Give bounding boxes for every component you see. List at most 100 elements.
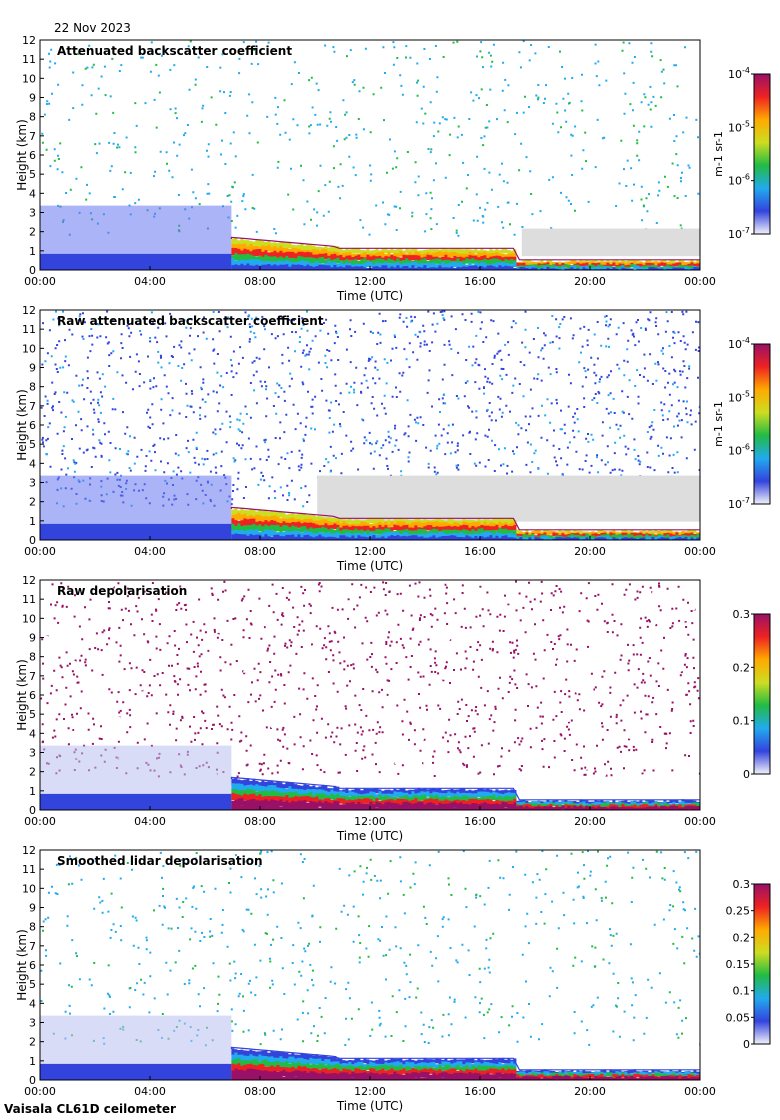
x-tick-label: 08:00 [244, 1085, 276, 1098]
x-tick-label: 20:00 [574, 275, 606, 288]
y-tick-label: 1 [29, 515, 36, 528]
x-tick-label: 20:00 [574, 815, 606, 828]
y-tick-label: 10 [22, 72, 36, 85]
y-tick-label: 11 [22, 53, 36, 66]
x-tick-label: 16:00 [464, 545, 496, 558]
y-tick-label: 7 [29, 400, 36, 413]
y-tick-label: 2 [29, 1036, 36, 1049]
x-tick-label: 12:00 [354, 1085, 386, 1098]
y-tick-label: 5 [29, 708, 36, 721]
y-tick-label: 12 [22, 34, 36, 47]
boundary-layer-band [231, 529, 700, 540]
y-tick-label: 0 [29, 1074, 36, 1087]
y-axis-label: Height (km) [15, 929, 29, 1000]
boundary-layer-band [231, 523, 700, 540]
boundary-layer-band [231, 1073, 700, 1080]
x-tick-label: 00:00 [684, 1085, 716, 1098]
y-tick-label: 3 [29, 477, 36, 490]
y-tick-label: 9 [29, 632, 36, 645]
x-tick-label: 08:00 [244, 545, 276, 558]
y-tick-label: 7 [29, 940, 36, 953]
colorbar-tick-label: 0.15 [726, 958, 751, 971]
y-tick-label: 2 [29, 496, 36, 509]
x-tick-label: 16:00 [464, 275, 496, 288]
colorbar-ramp [753, 343, 771, 505]
x-tick-label: 12:00 [354, 545, 386, 558]
boundary-layer-top [230, 1046, 700, 1071]
y-tick-label: 10 [22, 342, 36, 355]
boundary-layer-band [231, 1063, 700, 1080]
colorbar-tick-label: 0 [743, 1038, 750, 1051]
boundary-layer-band [231, 533, 700, 540]
colorbar-label: m-1 sr-1 [712, 401, 725, 447]
y-tick-label: 12 [22, 574, 36, 587]
colorbar-ramp [753, 73, 771, 235]
colorbar-tick-label: 0.05 [726, 1011, 751, 1024]
y-tick-label: 12 [22, 844, 36, 857]
y-tick-label: 12 [22, 304, 36, 317]
x-tick-label: 00:00 [684, 545, 716, 558]
y-tick-label: 7 [29, 670, 36, 683]
x-axis-label: Time (UTC) [336, 829, 403, 843]
y-tick-label: 8 [29, 651, 36, 664]
no-signal-region [317, 475, 700, 522]
colorbar-tick-label: 0.3 [733, 878, 751, 891]
x-tick-label: 16:00 [464, 1085, 496, 1098]
y-tick-label: 0 [29, 534, 36, 547]
y-tick-label: 0 [29, 264, 36, 277]
boundary-layer-band [231, 792, 700, 810]
surface-layer [40, 793, 232, 810]
x-tick-label: 20:00 [574, 545, 606, 558]
y-tick-label: 3 [29, 1017, 36, 1030]
heatmap-field [40, 40, 700, 270]
boundary-layer-band [231, 1058, 700, 1079]
panel-title: Smoothed lidar depolarisation [57, 854, 263, 868]
colorbar-tick-label: 0.1 [733, 715, 751, 728]
colorbar-label: m-1 sr-1 [712, 131, 725, 177]
panel-title: Raw attenuated backscatter coefficient [57, 314, 324, 328]
y-axis-label: Height (km) [15, 119, 29, 190]
boundary-layer-band [231, 783, 700, 808]
colorbar: 10-7 10-6 10-5 10-4 m-1 sr-1 [712, 66, 771, 241]
colorbar: 0 0.1 0.2 0.3 [733, 608, 771, 781]
colorbar-tick-label: 0 [743, 768, 750, 781]
colorbar-tick-label: 10-6 [728, 173, 750, 188]
y-tick-label: 10 [22, 612, 36, 625]
boundary-layer-top [230, 506, 700, 531]
y-tick-label: 9 [29, 362, 36, 375]
panel-title: Attenuated backscatter coefficient [57, 44, 292, 58]
heatmap-field [40, 580, 700, 810]
colorbar-ramp [753, 613, 771, 775]
y-tick-label: 8 [29, 921, 36, 934]
y-tick-label: 1 [29, 1055, 36, 1068]
y-tick-label: 6 [29, 959, 36, 972]
y-tick-label: 5 [29, 978, 36, 991]
date-label: 22 Nov 2023 [54, 21, 131, 35]
colorbar-tick-label: 10-5 [728, 389, 750, 404]
boundary-layer-band [231, 788, 700, 809]
colorbar-tick-label: 0.3 [733, 608, 751, 621]
colorbar-tick-label: 0.2 [733, 931, 751, 944]
colorbar: 10-7 10-6 10-5 10-4 m-1 sr-1 [712, 336, 771, 511]
boundary-layer-band [231, 243, 700, 268]
y-tick-label: 9 [29, 92, 36, 105]
colorbar-tick-label: 0.2 [733, 661, 751, 674]
colorbar-ramp [753, 883, 771, 1045]
x-tick-label: 04:00 [134, 1085, 166, 1098]
boundary-layer-band [231, 512, 700, 538]
boundary-layer-band [231, 1048, 700, 1076]
y-tick-label: 4 [29, 727, 36, 740]
surface-layer [40, 1063, 232, 1080]
y-tick-label: 3 [29, 207, 36, 220]
y-tick-label: 4 [29, 187, 36, 200]
boundary-layer-band [231, 777, 700, 806]
colorbar-tick-label: 10-7 [728, 226, 750, 241]
x-tick-label: 12:00 [354, 275, 386, 288]
y-tick-label: 9 [29, 902, 36, 915]
colorbar: 0 0.05 0.1 0.15 0.2 0.25 0.3 [726, 878, 771, 1051]
boundary-layer-band [231, 237, 700, 266]
panel-title: Raw depolarisation [57, 584, 187, 598]
